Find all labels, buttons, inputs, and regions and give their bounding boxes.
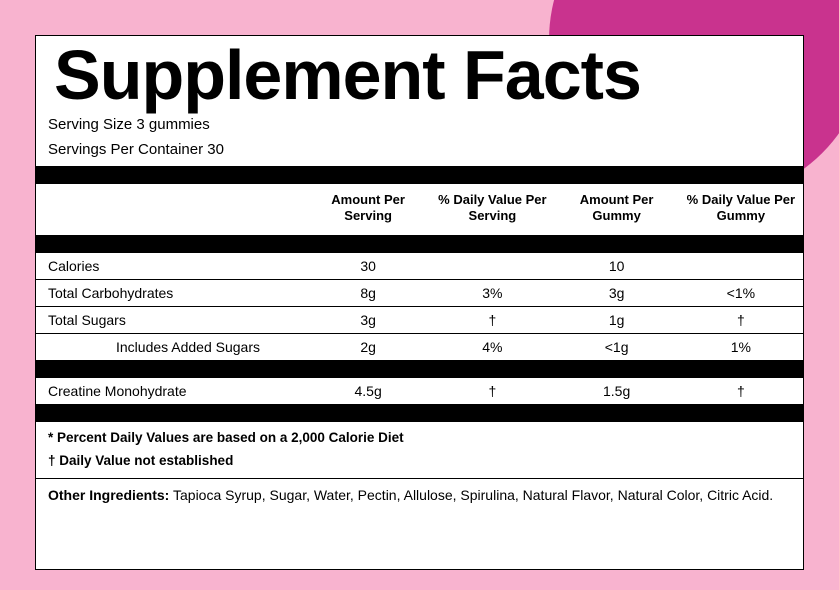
- header-name: [36, 204, 306, 214]
- nutrient-name: Total Carbohydrates: [36, 280, 306, 306]
- nutrient-dvg: †: [679, 378, 803, 404]
- divider-bar: [36, 235, 803, 253]
- divider-bar: [36, 166, 803, 184]
- nutrient-apg: 1g: [555, 307, 679, 333]
- other-ingredients: Other Ingredients: Tapioca Syrup, Sugar,…: [36, 479, 803, 517]
- nutrient-name: Includes Added Sugars: [36, 334, 306, 360]
- nutrient-name: Total Sugars: [36, 307, 306, 333]
- nutrient-aps: 30: [306, 253, 430, 279]
- nutrient-name: Creatine Monohydrate: [36, 378, 306, 404]
- nutrient-dvs: 3%: [430, 280, 554, 306]
- nutrient-row: Total Sugars 3g † 1g †: [36, 307, 803, 334]
- nutrient-dvs: †: [430, 307, 554, 333]
- serving-size: Serving Size 3 gummies: [36, 110, 803, 141]
- divider-bar: [36, 360, 803, 378]
- nutrient-apg: 3g: [555, 280, 679, 306]
- nutrient-dvs: †: [430, 378, 554, 404]
- nutrient-aps: 2g: [306, 334, 430, 360]
- nutrient-row: Creatine Monohydrate 4.5g † 1.5g †: [36, 378, 803, 404]
- nutrient-row: Includes Added Sugars 2g 4% <1g 1%: [36, 334, 803, 360]
- nutrient-dvg: [679, 261, 803, 271]
- nutrient-apg: 1.5g: [555, 378, 679, 404]
- nutrient-row: Calories 30 10: [36, 253, 803, 280]
- divider-bar: [36, 404, 803, 422]
- supplement-facts-panel: Supplement Facts Serving Size 3 gummies …: [35, 35, 804, 570]
- panel-title: Supplement Facts: [36, 36, 803, 110]
- nutrient-dvg: †: [679, 307, 803, 333]
- header-dv-gummy: % Daily Value Per Gummy: [679, 184, 803, 235]
- header-amount-serving: Amount Per Serving: [306, 184, 430, 235]
- footnote-dv-basis: * Percent Daily Values are based on a 2,…: [36, 422, 803, 453]
- servings-per-container: Servings Per Container 30: [36, 141, 803, 166]
- nutrient-dvg: <1%: [679, 280, 803, 306]
- nutrient-apg: <1g: [555, 334, 679, 360]
- nutrient-dvg: 1%: [679, 334, 803, 360]
- other-ingredients-text: Tapioca Syrup, Sugar, Water, Pectin, All…: [173, 487, 773, 503]
- nutrient-apg: 10: [555, 253, 679, 279]
- header-dv-serving: % Daily Value Per Serving: [430, 184, 554, 235]
- nutrient-row: Total Carbohydrates 8g 3% 3g <1%: [36, 280, 803, 307]
- other-ingredients-label: Other Ingredients:: [48, 487, 169, 503]
- nutrient-aps: 3g: [306, 307, 430, 333]
- nutrient-dvs: 4%: [430, 334, 554, 360]
- nutrient-aps: 4.5g: [306, 378, 430, 404]
- header-amount-gummy: Amount Per Gummy: [555, 184, 679, 235]
- nutrient-aps: 8g: [306, 280, 430, 306]
- nutrient-name: Calories: [36, 253, 306, 279]
- footnote-not-established: † Daily Value not established: [36, 453, 803, 479]
- column-headers: Amount Per Serving % Daily Value Per Ser…: [36, 184, 803, 235]
- nutrient-dvs: [430, 261, 554, 271]
